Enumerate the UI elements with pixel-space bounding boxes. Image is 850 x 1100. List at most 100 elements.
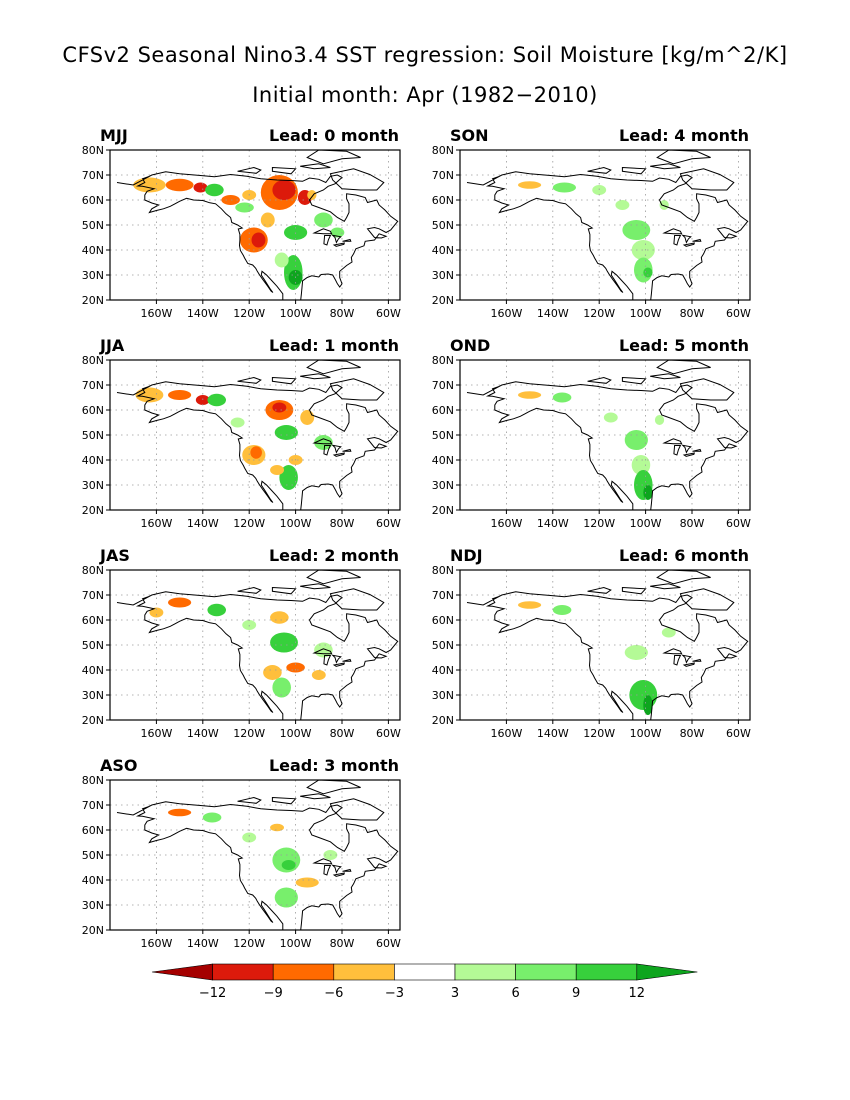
lake-outline [332, 452, 346, 457]
anomaly-patch [286, 662, 305, 673]
x-tick-label: 60W [376, 727, 401, 740]
lake-outline [312, 438, 333, 445]
y-tick-label: 50N [82, 429, 104, 442]
gridlines [110, 360, 400, 510]
y-tick-label: 50N [82, 849, 104, 862]
y-tick-label: 20N [82, 504, 104, 517]
y-tick-label: 40N [82, 874, 104, 887]
continent-outline [466, 381, 749, 510]
coastline [116, 360, 399, 510]
y-tick-label: 80N [82, 774, 104, 787]
x-tick-label: 120W [233, 727, 265, 740]
island-outline [621, 166, 647, 175]
y-tick-label: 30N [82, 269, 104, 282]
x-tick-label: 140W [187, 727, 219, 740]
panel-lead-label: Lead: 2 month [269, 546, 399, 565]
x-tick-label: 80W [330, 307, 355, 320]
island-outline [271, 376, 297, 385]
x-tick-label: 120W [233, 517, 265, 530]
anomaly-patch [659, 200, 669, 210]
lake-outline [681, 234, 692, 244]
y-tick-label: 40N [82, 244, 104, 257]
anomaly-patch [307, 190, 317, 200]
shading-layer [518, 181, 697, 283]
lake-outline [342, 448, 352, 452]
anomaly-patch [250, 446, 262, 459]
panel-lead-label: Lead: 1 month [269, 336, 399, 355]
gridlines [110, 150, 400, 300]
y-tick-label: 40N [432, 244, 454, 257]
anomaly-patch [518, 181, 542, 189]
lake-outline [331, 234, 342, 244]
anomaly-patch [270, 823, 285, 832]
lake-outline [312, 648, 333, 655]
colorbar-box [454, 963, 516, 981]
anomaly-patch [251, 232, 266, 248]
colorbar-tick-label: −12 [199, 986, 226, 1001]
island-outline [300, 373, 331, 380]
y-tick-label: 20N [432, 504, 454, 517]
map-panel-mjj: 160W 140W 120W 100W 80W 60W 20N 30N 40N 50N 60N 70N… [82, 126, 401, 320]
figure-title: CFSv2 Seasonal Nino3.4 SST regression: S… [62, 43, 787, 67]
island-outline [656, 150, 711, 165]
continent-outline [466, 591, 749, 720]
x-tick-label: 100W [280, 307, 312, 320]
panel-season-label: SON [450, 126, 489, 145]
island-outline [271, 166, 297, 175]
lake-outline [342, 658, 352, 662]
x-tick-label: 160W [140, 307, 172, 320]
lake-outline [662, 648, 683, 655]
x-tick-label: 160W [490, 307, 522, 320]
y-tick-label: 70N [82, 169, 104, 182]
anomaly-patch [603, 412, 618, 423]
anomaly-patch [311, 670, 326, 680]
lake-outline [662, 438, 683, 445]
anomaly-patch [165, 178, 194, 192]
x-tick-label: 80W [680, 307, 705, 320]
x-tick-label: 140W [187, 937, 219, 950]
lake-outline [323, 445, 332, 456]
island-outline [271, 586, 297, 595]
anomaly-patch [270, 632, 298, 653]
lake-outline [682, 452, 696, 457]
anomaly-patch [643, 695, 653, 715]
x-tick-label: 80W [680, 517, 705, 530]
anomaly-patch [552, 605, 572, 615]
island-outline [237, 586, 262, 594]
lake-outline [331, 864, 342, 874]
anomaly-patch [168, 390, 192, 400]
lake-outline [681, 444, 692, 454]
map-panel-ond: 160W 140W 120W 100W 80W 60W 20N 30N 40N 50N 60N 70N… [432, 336, 751, 530]
y-tick-label: 70N [432, 379, 454, 392]
gridlines [460, 150, 750, 300]
y-tick-label: 60N [432, 194, 454, 207]
y-tick-label: 50N [432, 219, 454, 232]
y-tick-label: 30N [82, 479, 104, 492]
x-tick-label: 140W [537, 307, 569, 320]
island-outline [237, 796, 262, 804]
continent-outline [116, 591, 399, 720]
panel-season-label: ASO [100, 756, 138, 775]
colorbar-tick-label: −9 [264, 986, 283, 1001]
gridlines [110, 570, 400, 720]
panel-season-label: MJJ [100, 126, 128, 145]
lake-outline [692, 238, 702, 242]
x-tick-label: 60W [726, 727, 751, 740]
x-tick-label: 120W [233, 937, 265, 950]
island-outline [679, 588, 735, 611]
lake-outline [312, 228, 333, 235]
panel-season-label: JJA [99, 336, 125, 355]
panel-grid: 160W 140W 120W 100W 80W 60W 20N 30N 40N 50N 60N 70N… [82, 126, 751, 950]
x-tick-label: 120W [583, 307, 615, 320]
anomaly-patch [552, 182, 577, 193]
anomaly-patch [274, 252, 289, 268]
anomaly-patch [576, 196, 590, 204]
island-outline [329, 588, 385, 611]
anomaly-patch [207, 603, 226, 617]
island-outline [271, 796, 297, 805]
panel-lead-label: Lead: 3 month [269, 756, 399, 775]
lake-outline [692, 448, 702, 452]
x-tick-label: 160W [490, 727, 522, 740]
lake-outline [682, 242, 696, 247]
x-tick-label: 100W [280, 517, 312, 530]
